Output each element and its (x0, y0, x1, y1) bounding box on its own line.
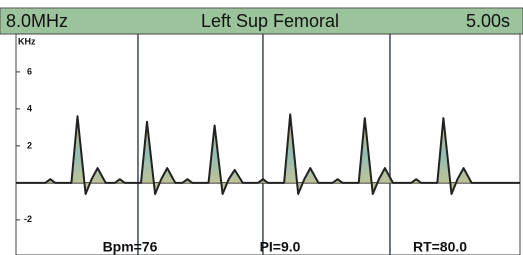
sweep-label: 5.00s (466, 11, 510, 31)
pi-label: PI=9.0 (260, 239, 301, 255)
y-tick-label: 4 (27, 103, 32, 113)
chart-title: Left Sup Femoral (201, 11, 339, 31)
bpm-label: Bpm=76 (103, 239, 158, 255)
rt-label: RT=80.0 (413, 239, 467, 255)
y-tick-label: 2 (27, 140, 32, 150)
y-tick-label: 6 (27, 66, 32, 76)
y-tick-label: -2 (24, 214, 32, 224)
doppler-display: 8.0MHz Left Sup Femoral 5.00s KHz 642-2 … (0, 0, 523, 255)
y-axis-label: KHz (18, 36, 36, 46)
frequency-label: 8.0MHz (6, 11, 68, 31)
